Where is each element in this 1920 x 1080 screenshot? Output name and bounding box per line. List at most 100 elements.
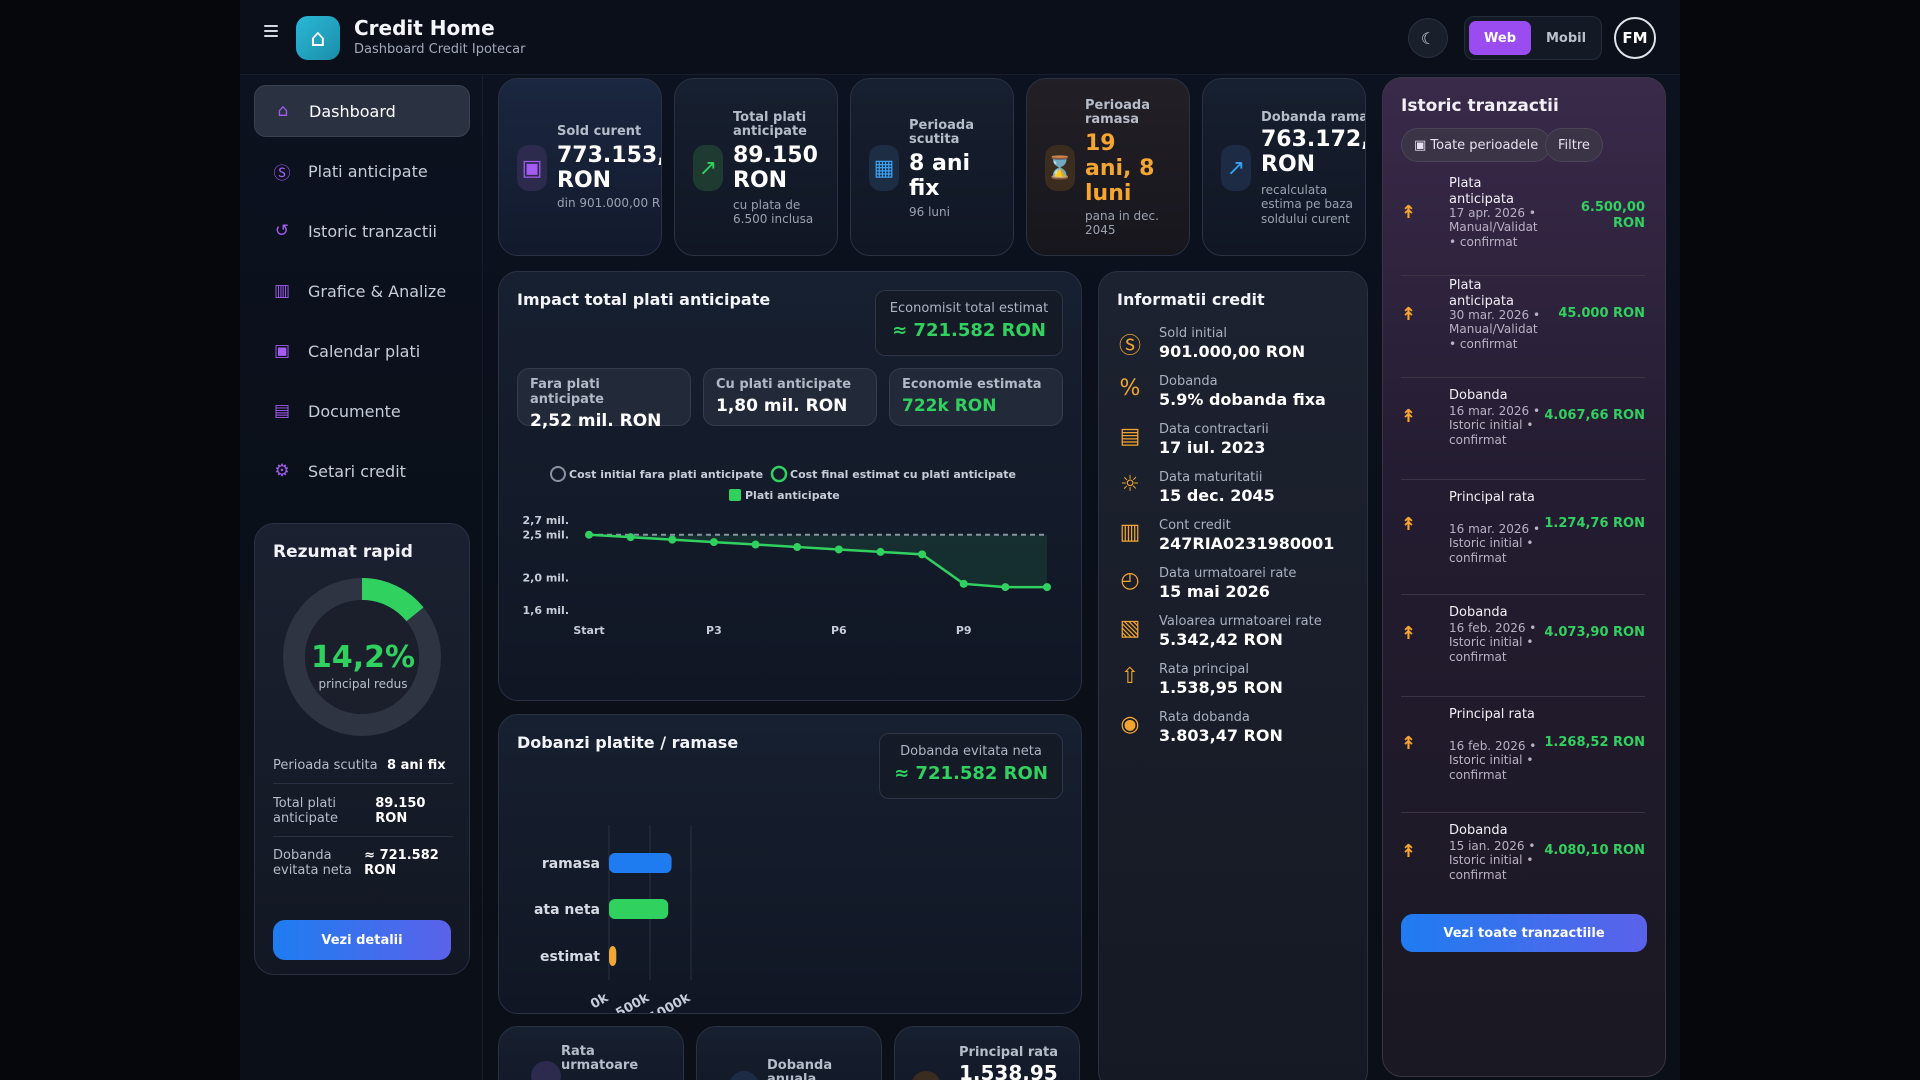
sidebar-item-documente[interactable]: ▤ Documente bbox=[254, 385, 470, 437]
transaction-title: Plata anticipata bbox=[1449, 278, 1514, 309]
sidebar-item-grafice[interactable]: ▥ Grafice & Analize bbox=[254, 265, 470, 317]
transaction-item[interactable]: ↟ Plata anticipata 17 apr. 2026 • Manual… bbox=[1401, 174, 1645, 276]
transaction-amount: 4.073,90 RON bbox=[1544, 625, 1645, 640]
info-label: Dobanda bbox=[1159, 374, 1218, 389]
top-header: ⌂ Credit Home Dashboard Credit Ipotecar … bbox=[240, 0, 1680, 75]
data-point[interactable] bbox=[834, 545, 843, 554]
stat-label: Dobanda anuala bbox=[767, 1058, 833, 1080]
hourglass-icon: ⌛ bbox=[1045, 145, 1075, 191]
bottom-card-dobanda-anuala: Dobanda anuala bbox=[696, 1026, 882, 1080]
transaction-item[interactable]: ↟ Plata anticipata 30 mar. 2026 • Manual… bbox=[1401, 276, 1645, 378]
stat-sub: pana in dec. 2045 bbox=[1085, 209, 1159, 238]
bar-category-label: ramasa bbox=[542, 856, 600, 872]
summary-row-value: ≈ 721.582 RON bbox=[364, 848, 439, 878]
cost-line-chart: Cost initial fara plati anticipate Cost … bbox=[523, 465, 1051, 637]
quick-summary-card: Rezumat rapid 14,2% principal redus Peri… bbox=[254, 523, 470, 975]
filter-button[interactable]: Filtre bbox=[1545, 128, 1603, 162]
payment-arrow-icon: ↟ bbox=[1401, 623, 1417, 644]
see-all-transactions-button[interactable]: Vezi toate tranzactiile bbox=[1401, 914, 1647, 952]
mini-stat: Cu plati anticipate 1,80 mil. RON bbox=[703, 368, 877, 426]
stat-value: 1.538,95 bbox=[959, 1061, 1058, 1080]
view-mode-mobil[interactable]: Mobil bbox=[1545, 30, 1587, 46]
transaction-title: Principal rata bbox=[1449, 490, 1535, 505]
data-point[interactable] bbox=[793, 543, 802, 551]
menu-icon[interactable] bbox=[264, 25, 278, 37]
summary-row: Perioada scutita 8 ani fix bbox=[273, 758, 453, 784]
interest-card: Dobanzi platite / ramase Dobanda evitata… bbox=[498, 714, 1082, 1014]
data-point[interactable] bbox=[668, 535, 677, 544]
sidebar-item-dashboard[interactable]: ⌂ Dashboard bbox=[254, 85, 470, 137]
dollar-icon: Ⓢ bbox=[1118, 334, 1141, 359]
data-point[interactable] bbox=[585, 530, 593, 539]
transaction-meta: 16 mar. 2026 • Istoric initial • confirm… bbox=[1449, 404, 1541, 447]
data-point[interactable] bbox=[1001, 583, 1010, 592]
avatar[interactable]: FM bbox=[1614, 17, 1656, 59]
x-tick-label: 1000k bbox=[647, 990, 694, 1014]
x-tick-label: P6 bbox=[831, 624, 847, 637]
filter-all-periods[interactable]: ▣ Toate perioadele bbox=[1401, 128, 1552, 162]
donut-progress-arc bbox=[283, 578, 441, 736]
sidebar-item-calendar[interactable]: ▣ Calendar plati bbox=[254, 325, 470, 377]
sidebar-item-plati-anticipate[interactable]: Ⓢ Plati anticipate bbox=[254, 145, 470, 197]
stat-value: 89.150 RON bbox=[733, 143, 818, 194]
info-value: 901.000,00 RON bbox=[1159, 342, 1306, 361]
bar[interactable] bbox=[609, 853, 672, 873]
data-point[interactable] bbox=[1043, 583, 1051, 592]
summary-row-label: Perioada scutita bbox=[273, 758, 378, 773]
sidebar-item-istoric[interactable]: ↺ Istoric tranzactii bbox=[254, 205, 470, 257]
data-point[interactable] bbox=[626, 533, 635, 542]
transaction-amount: 45.000 RON bbox=[1558, 306, 1645, 321]
data-point[interactable] bbox=[709, 538, 718, 547]
sidebar-item-setari[interactable]: ⚙ Setari credit bbox=[254, 445, 470, 497]
see-details-button[interactable]: Vezi detalii bbox=[273, 920, 451, 960]
stat-sub: din 901.000,00 R bbox=[557, 196, 661, 210]
x-tick-label: Start bbox=[573, 624, 604, 637]
percent-icon bbox=[729, 1071, 759, 1080]
data-point[interactable] bbox=[918, 550, 927, 559]
document-icon: ▤ bbox=[273, 401, 291, 421]
saved-total-label: Economisit total estimat bbox=[889, 301, 1049, 316]
stat-label: Total plati anticipate bbox=[733, 110, 807, 140]
transaction-history-panel: Istoric tranzactii ▣ Toate perioadele Fi… bbox=[1382, 77, 1666, 1077]
view-mode-web[interactable]: Web bbox=[1469, 21, 1531, 55]
info-value: 1.538,95 RON bbox=[1159, 678, 1283, 697]
mini-stat-label: Cu plati anticipate bbox=[716, 377, 852, 392]
bar[interactable] bbox=[609, 899, 669, 919]
theme-toggle-button[interactable]: ☾ bbox=[1408, 18, 1448, 58]
impact-card: Impact total plati anticipate Economisit… bbox=[498, 271, 1082, 701]
data-point[interactable] bbox=[959, 579, 968, 588]
mini-stat-value: 1,80 mil. RON bbox=[716, 396, 848, 416]
legend-label-payments[interactable]: Plati anticipate bbox=[745, 489, 840, 502]
calendar-icon: ▣ bbox=[273, 341, 291, 361]
transaction-amount: 1.274,76 RON bbox=[1544, 516, 1645, 531]
transaction-item[interactable]: ↟ Dobanda 16 mar. 2026 • Istoric initial… bbox=[1401, 378, 1645, 480]
y-tick-label: 2,5 mil. bbox=[523, 529, 570, 542]
stat-card-perioada-ramasa: ⌛ Perioada ramasa 19 ani, 8 luni pana in… bbox=[1026, 78, 1190, 256]
transaction-item[interactable]: ↟ Dobanda 15 ian. 2026 • Istoric initial… bbox=[1401, 813, 1645, 915]
y-tick-label: 2,7 mil. bbox=[523, 514, 570, 527]
legend-label-final[interactable]: Cost final estimat cu plati anticipate bbox=[790, 468, 1016, 481]
bank-icon: ▥ bbox=[1119, 520, 1141, 545]
transaction-meta: 15 ian. 2026 • Istoric initial • confirm… bbox=[1449, 839, 1536, 882]
dollar-icon: Ⓢ bbox=[273, 163, 291, 184]
mini-stat-label: Fara plati anticipate bbox=[530, 377, 604, 407]
history-title: Istoric tranzactii bbox=[1401, 96, 1559, 116]
data-point[interactable] bbox=[876, 547, 885, 556]
stat-card-sold-curent: ▣ Sold curent 773.153,9RON din 901.000,0… bbox=[498, 78, 662, 256]
transaction-item[interactable]: ↟ Dobanda 16 feb. 2026 • Istoric initial… bbox=[1401, 595, 1645, 697]
transaction-item[interactable]: ↟ Principal rata 16 mar. 2026 • Istoric … bbox=[1401, 480, 1645, 595]
transaction-item[interactable]: ↟ Principal rata 16 feb. 2026 • Istoric … bbox=[1401, 697, 1645, 813]
transaction-meta: 17 apr. 2026 • Manual/Validat • confirma… bbox=[1449, 206, 1538, 249]
sidebar-item-label: Plati anticipate bbox=[308, 161, 428, 181]
app-window: ⌂ Credit Home Dashboard Credit Ipotecar … bbox=[240, 0, 1680, 1080]
mini-stat: Economie estimata 722k RON bbox=[889, 368, 1063, 426]
transaction-title: Dobanda bbox=[1449, 388, 1508, 403]
data-point[interactable] bbox=[751, 540, 760, 549]
bar[interactable] bbox=[609, 946, 617, 966]
info-label: Data urmatoarei rate bbox=[1159, 566, 1297, 581]
bar-category-label: ata neta bbox=[534, 902, 600, 918]
stat-card-perioada-scutita: ▦ Perioada scutita 8 ani fix 96 luni bbox=[850, 78, 1014, 256]
legend-label-initial[interactable]: Cost initial fara plati anticipate bbox=[569, 468, 763, 481]
up-arrow-icon bbox=[911, 1071, 941, 1080]
